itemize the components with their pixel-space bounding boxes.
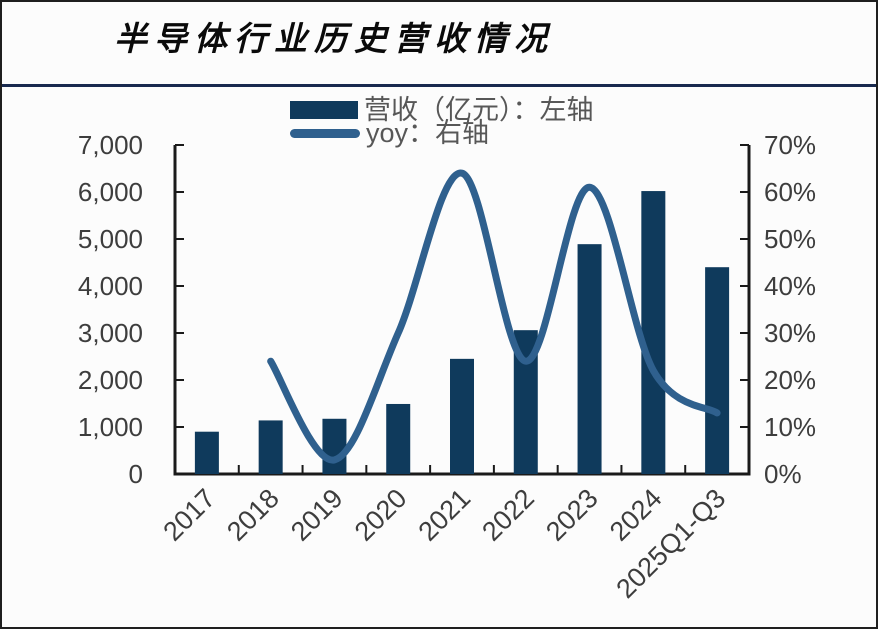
legend-label-yoy: yoy：右轴	[366, 118, 490, 148]
x-axis-labels: 2017 2018 2019 2020 2021 2022 2023 20242025Q1-Q…	[157, 483, 731, 604]
revenue-bars	[194, 191, 730, 474]
right-tick-label: 70%	[764, 130, 816, 160]
revenue-bar-2018	[258, 420, 283, 474]
x-category-label: 2019	[285, 483, 349, 547]
right-tick-label: 10%	[764, 412, 816, 442]
x-category-label: 2021	[413, 483, 477, 547]
x-category-label: 2018	[221, 483, 285, 547]
x-category-label: 2020	[349, 483, 413, 547]
revenue-bar-2024	[641, 191, 666, 474]
right-tick-label: 30%	[764, 318, 816, 348]
revenue-bar-2025Q1-Q3	[705, 267, 730, 474]
x-category-label: 2023	[540, 483, 604, 547]
revenue-bar-2017	[194, 431, 219, 474]
title-divider-rule	[2, 84, 876, 87]
x-category-label: 2022	[476, 483, 540, 547]
legend-label-revenue: 营收（亿元）：左轴	[364, 95, 594, 125]
chart-title: 半导体行业历史营收情况	[114, 19, 554, 58]
left-tick-label: 5,000	[78, 224, 143, 254]
yoy-line	[267, 169, 721, 464]
left-axis: 0 1,000 2,000 3,000 4,000 5,000 6,000 7,000	[78, 130, 184, 489]
left-tick-label: 1,000	[78, 412, 143, 442]
revenue-bar-2019	[322, 418, 347, 474]
right-tick-label: 50%	[764, 224, 816, 254]
chart-legend: 营收（亿元）：左轴 yoy：右轴	[290, 95, 594, 148]
legend-item-yoy: yoy：右轴	[290, 118, 594, 148]
right-axis: 0% 10% 20% 30% 40% 50% 60% 70%	[740, 130, 816, 489]
left-tick-label: 4,000	[78, 271, 143, 301]
left-tick-label: 3,000	[78, 318, 143, 348]
left-tick-label: 7,000	[78, 130, 143, 160]
right-tick-label: 0%	[764, 459, 802, 489]
revenue-bar-2023	[577, 244, 602, 474]
x-category-label: 2017	[157, 483, 221, 547]
revenue-bar-swatch-icon	[290, 101, 358, 119]
left-tick-label: 2,000	[78, 365, 143, 395]
legend-item-revenue: 营收（亿元）：左轴	[290, 95, 594, 125]
left-tick-label: 6,000	[78, 177, 143, 207]
revenue-bar-2021	[450, 358, 474, 474]
x-axis-ticks	[237, 465, 687, 474]
right-tick-label: 20%	[764, 365, 816, 395]
revenue-bar-2020	[386, 403, 411, 474]
yoy-line-swatch-icon	[290, 128, 360, 138]
left-tick-label: 0	[129, 459, 143, 489]
right-tick-label: 60%	[764, 177, 816, 207]
right-tick-label: 40%	[764, 271, 816, 301]
